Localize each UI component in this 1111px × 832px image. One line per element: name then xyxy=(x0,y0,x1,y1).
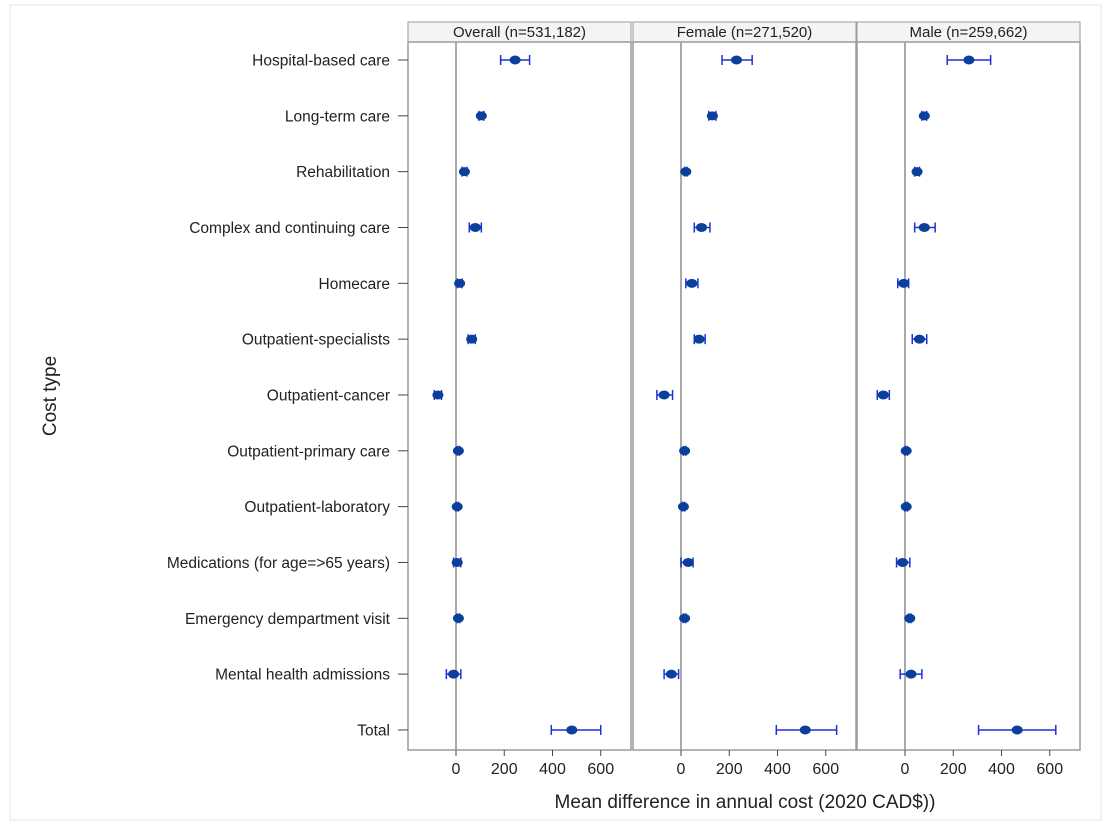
x-tick-label: 600 xyxy=(1036,761,1063,778)
estimate-point xyxy=(566,725,578,735)
estimate-point xyxy=(469,222,481,232)
y-category-label: Long-term care xyxy=(285,108,390,125)
y-category-label: Hospital-based care xyxy=(252,53,390,70)
estimate-point xyxy=(466,334,478,344)
x-tick-label: 600 xyxy=(587,761,614,778)
estimate-point xyxy=(900,446,912,456)
estimate-point xyxy=(693,334,705,344)
estimate-point xyxy=(913,334,925,344)
x-tick-label: 600 xyxy=(812,761,839,778)
x-tick-label: 0 xyxy=(452,761,461,778)
panel-header-label: Male (n=259,662) xyxy=(910,24,1028,41)
estimate-point xyxy=(680,167,692,177)
panel-plot-area xyxy=(632,41,857,751)
estimate-point xyxy=(905,669,917,679)
estimate-point xyxy=(682,557,694,567)
x-axis-title: Mean difference in annual cost (2020 CAD… xyxy=(555,792,936,813)
x-tick-label: 400 xyxy=(539,761,566,778)
estimate-point xyxy=(475,111,487,121)
y-axis-title: Cost type xyxy=(40,356,61,436)
estimate-point xyxy=(898,278,910,288)
estimate-point xyxy=(679,613,691,623)
y-category-label: Outpatient-specialists xyxy=(242,332,390,349)
x-tick-label: 400 xyxy=(988,761,1015,778)
estimate-point xyxy=(900,502,912,512)
estimate-point xyxy=(658,390,670,400)
panel-plot-area xyxy=(856,41,1081,751)
x-tick-label: 0 xyxy=(901,761,910,778)
estimate-point xyxy=(451,557,463,567)
y-category-label: Rehabilitation xyxy=(296,164,390,181)
y-category-label: Homecare xyxy=(319,276,391,293)
estimate-point xyxy=(452,446,464,456)
estimate-point xyxy=(448,669,460,679)
estimate-point xyxy=(918,111,930,121)
estimate-point xyxy=(677,502,689,512)
estimate-point xyxy=(877,390,889,400)
estimate-point xyxy=(897,557,909,567)
y-category-label: Outpatient-cancer xyxy=(267,387,390,404)
y-category-label: Mental health admissions xyxy=(215,667,390,684)
estimate-point xyxy=(911,167,923,177)
x-tick-label: 200 xyxy=(491,761,518,778)
panel-header-label: Female (n=271,520) xyxy=(677,24,813,41)
y-category-label: Total xyxy=(357,722,390,739)
estimate-point xyxy=(454,278,466,288)
estimate-point xyxy=(458,167,470,177)
y-category-label: Emergency dempartment visit xyxy=(185,611,391,628)
estimate-point xyxy=(918,222,930,232)
panel-plot-area xyxy=(407,41,632,751)
y-category-label: Complex and continuing care xyxy=(189,220,390,237)
x-tick-label: 200 xyxy=(716,761,743,778)
x-tick-label: 200 xyxy=(940,761,967,778)
estimate-point xyxy=(904,613,916,623)
estimate-point xyxy=(963,55,975,65)
estimate-point xyxy=(451,502,463,512)
estimate-point xyxy=(432,390,444,400)
y-category-label: Outpatient-primary care xyxy=(227,443,390,460)
chart-frame xyxy=(9,4,1102,821)
estimate-point xyxy=(706,111,718,121)
panel-header-label: Overall (n=531,182) xyxy=(453,24,586,41)
estimate-point xyxy=(730,55,742,65)
x-tick-label: 400 xyxy=(764,761,791,778)
y-category-label: Outpatient-laboratory xyxy=(244,499,390,516)
estimate-point xyxy=(665,669,677,679)
estimate-point xyxy=(509,55,521,65)
estimate-point xyxy=(452,613,464,623)
estimate-point xyxy=(799,725,811,735)
estimate-point xyxy=(696,222,708,232)
estimate-point xyxy=(679,446,691,456)
y-category-label: Medications (for age=>65 years) xyxy=(167,555,390,572)
x-tick-label: 0 xyxy=(677,761,686,778)
estimate-point xyxy=(686,278,698,288)
estimate-point xyxy=(1011,725,1023,735)
